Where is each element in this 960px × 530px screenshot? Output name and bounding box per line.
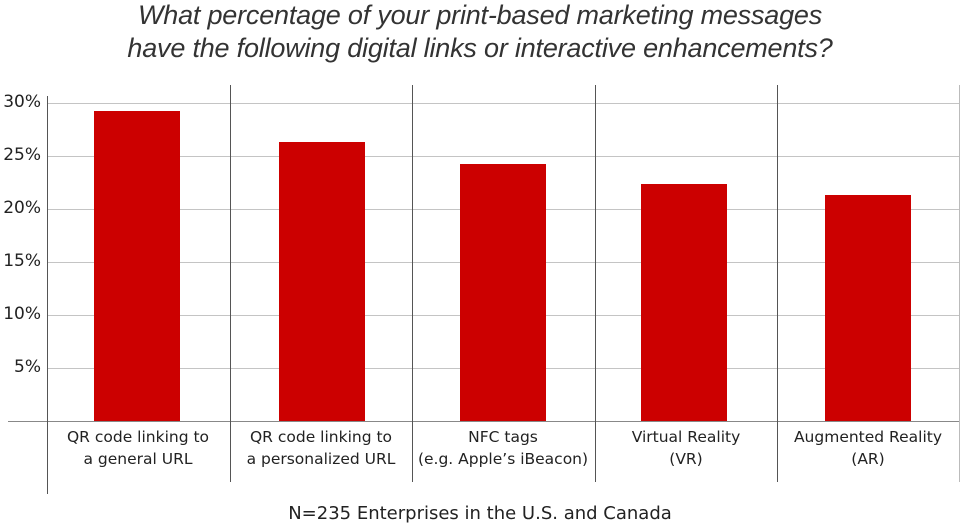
x-category-label: Virtual Reality (VR)	[595, 426, 777, 470]
x-category-label: Augmented Reality (AR)	[777, 426, 959, 470]
bar-virtual-reality	[641, 184, 727, 421]
x-label-line: NFC tags	[468, 428, 538, 446]
y-tick-label: 20%	[3, 198, 41, 218]
bar-augmented-reality	[825, 195, 911, 421]
x-label-line: (AR)	[851, 450, 885, 468]
x-label-line: QR code linking to	[249, 428, 393, 446]
chart-title-line-1: What percentage of your print-based mark…	[137, 0, 823, 30]
y-axis-line	[47, 96, 48, 494]
sample-size-footnote: N=235 Enterprises in the U.S. and Canada	[288, 503, 672, 524]
y-tick-label: 5%	[14, 357, 41, 377]
x-category-label: QR code linking to a general URL	[47, 426, 229, 470]
y-tick-label: 10%	[3, 304, 41, 324]
x-label-line: QR code linking to	[66, 428, 210, 446]
x-label-line: (e.g. Apple’s iBeacon)	[417, 450, 589, 468]
x-category-label: QR code linking to a personalized URL	[230, 426, 412, 470]
x-category-label: NFC tags (e.g. Apple’s iBeacon)	[412, 426, 594, 470]
y-tick-label: 30%	[3, 92, 41, 112]
y-tick-label: 15%	[3, 251, 41, 271]
category-divider	[230, 85, 231, 482]
category-divider	[595, 85, 596, 482]
bar-qr-personalized-url	[279, 142, 365, 421]
category-divider	[777, 85, 778, 482]
gridline-30	[47, 103, 960, 104]
bar-nfc-tags	[460, 164, 546, 421]
x-label-line: Virtual Reality	[631, 428, 741, 446]
x-axis-baseline	[8, 421, 960, 422]
x-label-line: a general URL	[83, 450, 193, 468]
gridline-25	[47, 156, 960, 157]
x-label-line: a personalized URL	[246, 450, 396, 468]
x-label-line: Augmented Reality	[793, 428, 943, 446]
category-divider	[412, 85, 413, 482]
bar-qr-general-url	[94, 111, 180, 421]
x-label-line: (VR)	[669, 450, 703, 468]
chart-title-line-2: have the following digital links or inte…	[127, 33, 833, 63]
y-tick-label: 25%	[3, 145, 41, 165]
